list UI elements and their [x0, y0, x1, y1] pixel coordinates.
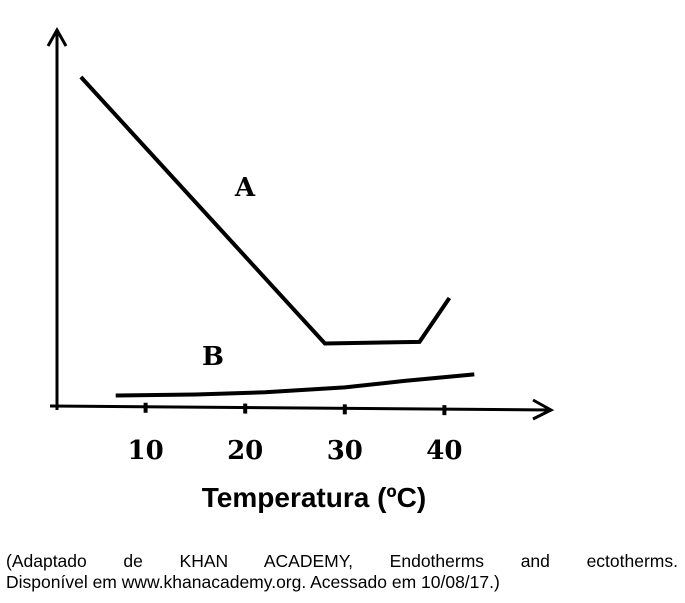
x-tick-label-30: 30 [327, 436, 363, 466]
x-ticks: 10 20 30 40 [128, 402, 462, 466]
x-tick-label-20: 20 [227, 436, 263, 466]
caption-line-2: Disponível em www.khanacademy.org. Acess… [6, 572, 500, 592]
caption-line-1: (Adaptado de KHAN ACADEMY, Endotherms an… [6, 551, 678, 571]
source-caption: (Adaptado de KHAN ACADEMY, Endotherms an… [6, 551, 678, 593]
series-line-b [115, 372, 475, 398]
x-tick-label-40: 40 [426, 436, 462, 466]
series-label-b: B [202, 342, 224, 372]
x-tick-label-10: 10 [128, 436, 164, 466]
chart: 10 20 30 40 AB Temperatura (ºC) [46, 26, 555, 513]
x-axis [49, 404, 552, 412]
x-axis-title: Temperatura (ºC) [202, 482, 426, 513]
y-axis-arrow [46, 26, 68, 47]
series-line-a [79, 75, 452, 346]
x-axis-arrow [532, 398, 555, 421]
series-layer: AB [79, 75, 475, 398]
series-label-a: A [234, 173, 256, 203]
